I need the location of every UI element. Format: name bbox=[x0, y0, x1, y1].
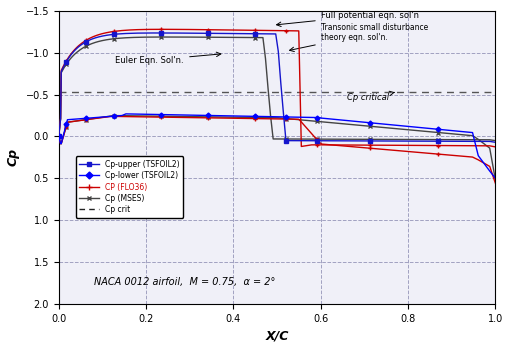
Cp-upper (TSFOIL2) bbox=[331, 139, 337, 143]
Text: NACA 0012 airfoil,  M = 0.75,  α = 2°: NACA 0012 airfoil, M = 0.75, α = 2° bbox=[94, 277, 274, 287]
Cp-lower (TSFOIL2) bbox=[277, 115, 284, 119]
Cp-lower (TSFOIL2) bbox=[491, 176, 497, 180]
Y-axis label: Cp: Cp bbox=[7, 148, 20, 166]
Cp-lower (TSFOIL2) bbox=[81, 116, 87, 120]
Line: Cp (MSES): Cp (MSES) bbox=[57, 35, 496, 142]
Cp (MSES) bbox=[316, 137, 322, 141]
CP (FLO36) bbox=[491, 145, 497, 149]
CP (FLO36) bbox=[331, 143, 337, 147]
Text: Transonic small disturbance
theory eqn. sol'n.: Transonic small disturbance theory eqn. … bbox=[289, 23, 427, 52]
Cp-upper (TSFOIL2) bbox=[491, 140, 497, 144]
CP (FLO36) bbox=[81, 39, 87, 44]
Text: Euler Eqn. Sol'n.: Euler Eqn. Sol'n. bbox=[115, 52, 220, 65]
CP (FLO36) bbox=[158, 27, 164, 31]
CP (FLO36) bbox=[55, 134, 62, 139]
Cp-upper (TSFOIL2) bbox=[154, 31, 160, 35]
CP (FLO36) bbox=[59, 67, 65, 71]
Cp-lower (TSFOIL2) bbox=[316, 116, 322, 120]
Cp (MSES) bbox=[260, 36, 266, 40]
X-axis label: X/C: X/C bbox=[265, 329, 288, 342]
Cp-upper (TSFOIL2) bbox=[59, 68, 65, 73]
Cp (MSES) bbox=[59, 69, 65, 74]
Text: Full potential eqn. sol'n: Full potential eqn. sol'n bbox=[276, 10, 418, 27]
Cp (MSES) bbox=[491, 139, 497, 143]
CP (FLO36) bbox=[260, 28, 266, 32]
Cp-upper (TSFOIL2) bbox=[55, 134, 62, 139]
Cp-lower (TSFOIL2) bbox=[59, 139, 65, 143]
Cp (MSES) bbox=[162, 35, 168, 39]
Cp (MSES) bbox=[55, 134, 62, 139]
Cp-lower (TSFOIL2) bbox=[331, 117, 337, 121]
Legend: Cp-upper (TSFOIL2), Cp-lower (TSFOIL2), CP (FLO36), Cp (MSES), Cp crit: Cp-upper (TSFOIL2), Cp-lower (TSFOIL2), … bbox=[75, 156, 183, 218]
Cp-lower (TSFOIL2) bbox=[123, 112, 129, 116]
Cp (MSES) bbox=[277, 137, 284, 141]
Line: CP (FLO36): CP (FLO36) bbox=[57, 28, 496, 149]
CP (FLO36) bbox=[277, 29, 284, 33]
Cp-lower (TSFOIL2) bbox=[260, 114, 266, 119]
Text: Cp critical: Cp critical bbox=[346, 91, 394, 103]
Cp-lower (TSFOIL2) bbox=[55, 134, 62, 139]
Line: Cp-upper (TSFOIL2): Cp-upper (TSFOIL2) bbox=[57, 31, 496, 144]
Cp-upper (TSFOIL2) bbox=[81, 41, 87, 45]
Cp (MSES) bbox=[331, 137, 337, 141]
CP (FLO36) bbox=[316, 143, 322, 147]
Cp (MSES) bbox=[81, 45, 87, 49]
Cp-upper (TSFOIL2) bbox=[260, 32, 266, 36]
Cp-upper (TSFOIL2) bbox=[277, 81, 284, 86]
Line: Cp-lower (TSFOIL2): Cp-lower (TSFOIL2) bbox=[57, 112, 496, 180]
Cp-upper (TSFOIL2) bbox=[316, 139, 322, 143]
